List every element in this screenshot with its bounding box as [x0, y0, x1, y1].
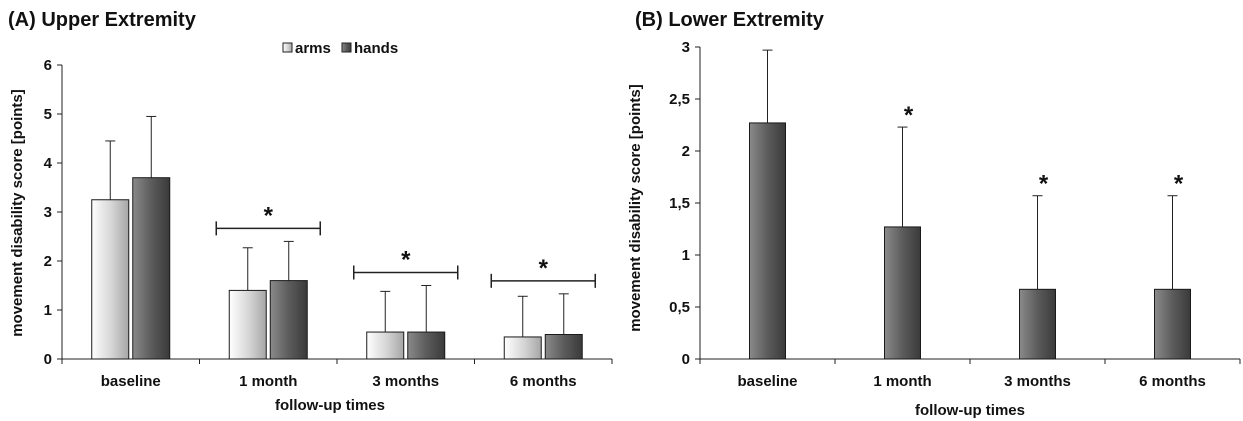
panel-b-plot: 0 0,5 1 1,5 2 2,5 3 baseline 1 month 3 months 6 mo… — [669, 39, 1241, 390]
bar-arms-3-months — [366, 331, 405, 360]
y-tick-label: 0 — [44, 351, 52, 368]
panel-b: (B) Lower Extremity movement disability … — [627, 9, 1241, 419]
y-tick-label: 1 — [44, 302, 52, 319]
significance-marker-1-month: * — [904, 102, 914, 129]
panel-b-ylabel: movement disability score [points] — [627, 84, 644, 332]
y-tick-label: 2,5 — [669, 91, 690, 108]
panel-a-plot: 0 1 2 3 4 5 6 baseline 1 month 3 months 6 months * *… — [44, 57, 613, 390]
significance-marker-6-months: * — [539, 255, 549, 282]
panel-a-xlabel: follow-up times — [275, 397, 385, 414]
category-label-3-months: 3 months — [1004, 373, 1071, 390]
legend-swatch-arms — [282, 42, 293, 53]
y-tick-label: 6 — [44, 57, 52, 74]
category-label-6-months: 6 months — [1139, 373, 1206, 390]
y-tick-label: 0 — [682, 351, 690, 368]
y-tick-label: 1,5 — [669, 195, 690, 212]
y-tick-label: 2 — [682, 143, 690, 160]
y-tick-label: 3 — [44, 204, 52, 221]
panel-a-title: (A) Upper Extremity — [8, 9, 197, 31]
y-tick-label: 0,5 — [669, 299, 690, 316]
bar-arms-6-months — [503, 336, 542, 360]
category-label-1-month: 1 month — [239, 373, 297, 390]
bar-series-3-months — [1019, 288, 1056, 360]
significance-marker-1-month: * — [264, 202, 274, 229]
bar-hands-3-months — [407, 331, 446, 360]
legend-swatch-hands — [341, 42, 352, 53]
category-label-baseline: baseline — [101, 373, 161, 390]
bar-arms-1-month — [228, 289, 267, 360]
panel-b-yaxis-label: movement disability score [points] — [627, 84, 644, 332]
y-tick-label: 5 — [44, 106, 52, 123]
y-tick-label: 1 — [682, 247, 690, 264]
significance-marker-3-months: * — [401, 247, 411, 274]
bar-arms-baseline — [91, 199, 130, 360]
category-label-6-months: 6 months — [510, 373, 577, 390]
category-label-baseline: baseline — [737, 373, 797, 390]
category-label-3-months: 3 months — [372, 373, 439, 390]
panel-a-ylabel: movement disability score [points] — [9, 89, 26, 337]
bar-hands-baseline — [132, 177, 171, 360]
panel-b-xlabel: follow-up times — [915, 402, 1025, 419]
y-tick-label: 3 — [682, 39, 690, 56]
panel-a-legend: arms hands — [282, 40, 398, 57]
panel-a: (A) Upper Extremity movement disability … — [8, 9, 613, 414]
bar-series-1-month — [884, 226, 921, 360]
category-label-1-month: 1 month — [873, 373, 931, 390]
panel-a-yaxis-label: movement disability score [points] — [9, 89, 26, 337]
legend-label-hands: hands — [354, 40, 398, 57]
panel-b-title: (B) Lower Extremity — [635, 9, 825, 31]
y-tick-label: 4 — [44, 155, 53, 172]
y-tick-label: 2 — [44, 253, 52, 270]
significance-marker-6-months: * — [1174, 171, 1184, 198]
bar-hands-6-months — [544, 334, 583, 360]
bar-series-baseline — [749, 122, 786, 360]
bar-series-6-months — [1154, 288, 1191, 360]
bar-hands-1-month — [269, 280, 308, 360]
significance-marker-3-months: * — [1039, 171, 1049, 198]
legend-label-arms: arms — [295, 40, 331, 57]
